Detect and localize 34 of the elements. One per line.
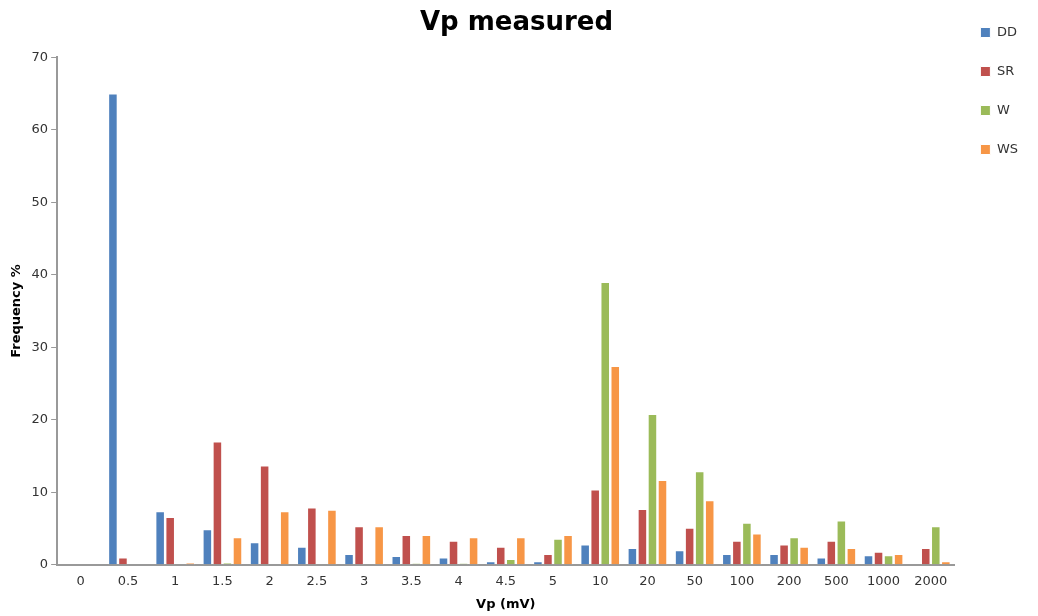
- x-tick-label: 4.5: [495, 572, 517, 588]
- legend-label: WS: [996, 140, 1018, 156]
- x-tick-label: 1000: [867, 572, 901, 588]
- y-tick-label: 10: [31, 483, 49, 499]
- x-tick-label: 2.5: [306, 572, 328, 588]
- x-tick-label: 3: [359, 572, 369, 588]
- legend-label: SR: [996, 62, 1015, 78]
- x-tick-label: 200: [776, 572, 802, 588]
- y-tick-label: 50: [31, 193, 49, 209]
- y-tick-label: 40: [31, 266, 49, 282]
- y-tick-label: 20: [31, 411, 49, 427]
- y-tick-label: 30: [31, 338, 49, 354]
- x-tick-label: 4: [454, 572, 463, 588]
- x-tick-label: 5: [548, 572, 558, 588]
- x-axis-title: Vp (mV): [476, 595, 536, 611]
- x-tick-label: 2: [265, 572, 274, 588]
- x-tick-label: 10: [591, 572, 609, 588]
- y-tick-label: 70: [31, 48, 49, 64]
- y-tick-label: 0: [39, 556, 49, 572]
- x-tick-label: 50: [686, 572, 703, 588]
- x-tick-label: 0.5: [117, 572, 139, 588]
- x-tick-label: 100: [729, 572, 755, 588]
- y-tick-label: 60: [31, 121, 49, 137]
- x-tick-label: 20: [639, 572, 656, 588]
- x-tick-label: 1: [171, 572, 180, 588]
- y-axis-title: Frequency %: [8, 264, 24, 358]
- x-tick-label: 500: [823, 572, 849, 588]
- legend-label: W: [996, 101, 1010, 117]
- x-tick-label: 2000: [914, 572, 948, 588]
- chart-title: Vp measured: [419, 6, 614, 37]
- x-tick-label: 1.5: [212, 572, 233, 588]
- x-tick-label: 3.5: [400, 572, 422, 588]
- x-tick-label: 0: [76, 572, 85, 588]
- legend-label: DD: [996, 23, 1017, 39]
